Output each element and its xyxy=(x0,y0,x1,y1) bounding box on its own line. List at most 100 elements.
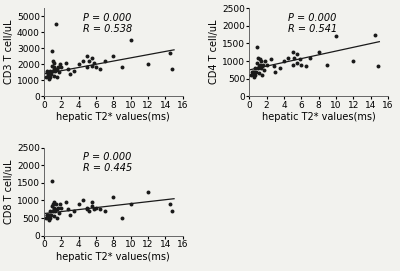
Point xyxy=(44,70,50,75)
Point xyxy=(50,69,56,73)
Y-axis label: CD8 T cell/uL: CD8 T cell/uL xyxy=(4,159,14,224)
Point xyxy=(46,218,52,222)
Point xyxy=(249,69,255,74)
Point xyxy=(88,204,95,208)
Point xyxy=(255,66,261,70)
Point xyxy=(88,200,95,204)
Point xyxy=(260,62,266,67)
X-axis label: hepatic T2* values(ms): hepatic T2* values(ms) xyxy=(262,112,376,122)
Point xyxy=(145,62,151,66)
Point xyxy=(97,67,104,71)
Point xyxy=(281,59,287,63)
Point xyxy=(102,59,108,63)
Point xyxy=(262,59,268,63)
Point xyxy=(252,66,258,70)
Point xyxy=(102,209,108,213)
Point xyxy=(169,67,176,71)
Point xyxy=(62,60,69,65)
Point xyxy=(50,73,57,78)
Point xyxy=(51,205,58,210)
Point xyxy=(270,64,277,69)
Point xyxy=(169,209,176,213)
Point xyxy=(50,209,56,213)
Point xyxy=(44,212,51,217)
Point xyxy=(45,212,52,217)
Point xyxy=(54,67,60,71)
Point xyxy=(65,207,72,211)
Point xyxy=(250,69,256,74)
Point xyxy=(52,209,58,213)
X-axis label: hepatic T2* values(ms): hepatic T2* values(ms) xyxy=(56,252,170,262)
Y-axis label: CD4 T cell/uL: CD4 T cell/uL xyxy=(209,20,219,85)
Point xyxy=(65,67,72,71)
Point xyxy=(76,62,82,66)
Point xyxy=(166,202,173,206)
Point xyxy=(71,69,78,73)
Point xyxy=(110,195,116,199)
Point xyxy=(253,69,260,74)
Point xyxy=(46,76,52,81)
Point xyxy=(49,179,55,183)
Point xyxy=(86,209,92,213)
Point xyxy=(58,65,64,70)
Text: P = 0.000: P = 0.000 xyxy=(288,12,336,22)
Point xyxy=(250,73,257,77)
Point xyxy=(110,54,116,59)
Point xyxy=(49,204,55,208)
Point xyxy=(84,54,90,59)
Point xyxy=(47,75,53,79)
Point xyxy=(47,216,53,220)
Point xyxy=(48,212,54,217)
Point xyxy=(256,57,263,62)
Point xyxy=(51,200,58,204)
Point xyxy=(145,189,151,194)
Point xyxy=(290,62,296,67)
Point xyxy=(45,72,52,76)
Point xyxy=(55,205,61,210)
Point xyxy=(276,66,283,70)
Point xyxy=(252,73,258,77)
Point xyxy=(256,62,263,67)
Point xyxy=(67,72,73,76)
Point xyxy=(259,73,266,77)
Point xyxy=(166,51,173,55)
Point xyxy=(56,70,62,75)
Point xyxy=(294,52,300,56)
Point xyxy=(259,64,266,69)
Point xyxy=(294,61,300,65)
Point xyxy=(86,59,92,63)
Point xyxy=(56,211,62,215)
Point xyxy=(71,209,78,213)
Point xyxy=(93,205,99,210)
Point xyxy=(298,62,304,67)
Point xyxy=(291,55,298,60)
Point xyxy=(44,212,50,217)
Point xyxy=(80,198,86,203)
Point xyxy=(256,64,262,69)
Point xyxy=(272,69,278,74)
Point xyxy=(255,55,261,60)
Point xyxy=(50,214,57,218)
Point xyxy=(58,205,64,210)
Point xyxy=(119,65,125,70)
Point xyxy=(258,59,265,63)
Text: R = 0.538: R = 0.538 xyxy=(83,24,132,34)
Point xyxy=(54,75,60,79)
Point xyxy=(264,62,270,67)
Point xyxy=(42,75,49,79)
Point xyxy=(285,55,292,60)
Point xyxy=(93,65,99,70)
Point xyxy=(55,65,61,70)
Point xyxy=(268,57,274,62)
Point xyxy=(50,207,57,211)
Point xyxy=(296,57,303,62)
Point xyxy=(257,66,264,70)
Point xyxy=(333,34,339,38)
Point xyxy=(350,59,356,63)
Point xyxy=(91,60,98,65)
Point xyxy=(128,202,134,206)
Point xyxy=(54,216,60,220)
Point xyxy=(76,202,82,206)
Point xyxy=(53,22,59,26)
Point xyxy=(250,69,257,74)
